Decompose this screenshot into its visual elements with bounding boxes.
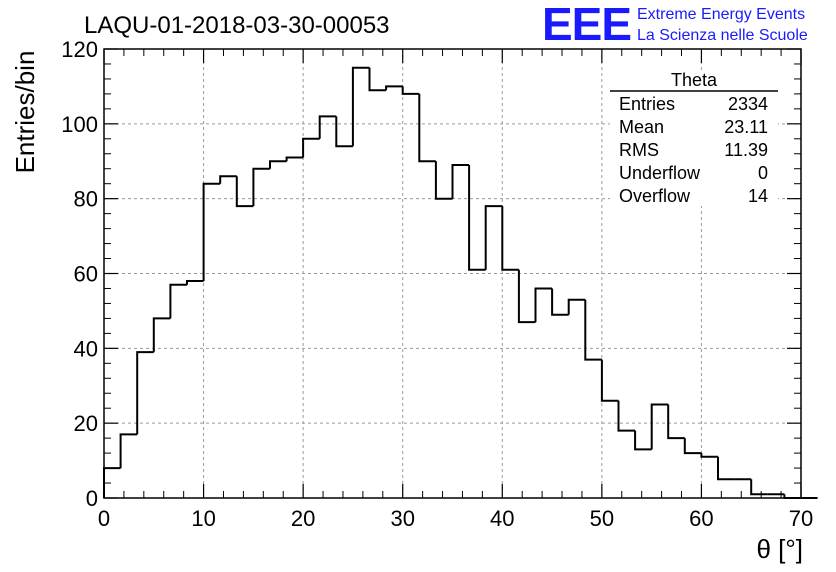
histogram-bin: [551, 288, 569, 316]
histogram-bin: [634, 430, 652, 451]
histogram-bin: [534, 287, 553, 323]
y-tick-label: 80: [74, 187, 98, 212]
histogram-bin: [501, 206, 519, 271]
logo-mark: EEE: [542, 0, 631, 50]
stat-label-underflow: Underflow: [619, 163, 701, 183]
histogram-bin: [650, 403, 669, 450]
stat-value-overflow: 14: [748, 186, 768, 206]
histogram-bin: [335, 116, 353, 148]
x-tick-labels: 0 10 20 30 40 50 60 70: [98, 506, 813, 531]
histogram-bin: [368, 67, 387, 92]
histogram-bin: [302, 137, 320, 158]
histogram-bin: [667, 404, 685, 440]
stat-value-rms: 11.39: [724, 140, 768, 160]
y-tick-label: 60: [74, 262, 98, 287]
histogram-bin: [285, 156, 304, 162]
y-tick-label: 40: [74, 336, 98, 361]
histogram-bin: [700, 453, 718, 458]
y-tick-label: 20: [74, 411, 98, 436]
histogram-bin: [186, 280, 204, 285]
histogram-bin: [617, 400, 636, 432]
histogram-bin: [451, 164, 470, 199]
histogram-bin: [600, 359, 619, 402]
histogram-bin: [434, 161, 453, 200]
x-axis-label: θ [°]: [756, 534, 803, 564]
histogram-bin: [269, 160, 287, 169]
logo-line-1: Extreme Energy Events: [637, 6, 805, 23]
histogram-bin: [119, 433, 138, 469]
stat-label-entries: Entries: [619, 94, 675, 114]
histogram-bin: [567, 298, 586, 315]
histogram-bin: [318, 115, 337, 139]
x-tick-label: 50: [590, 506, 614, 531]
eee-logo: EEE Extreme Energy Events La Scienza nel…: [542, 0, 808, 50]
histogram-bin: [750, 479, 768, 496]
histogram-bin: [202, 182, 221, 281]
histogram-bin: [401, 86, 420, 95]
stats-box: Theta Entries 2334 Mean 23.11 RMS 11.39 …: [610, 70, 778, 206]
y-tick-labels: 0 20 40 60 80 100 120: [61, 37, 98, 511]
histogram-bin: [152, 317, 171, 353]
x-tick-label: 60: [689, 506, 713, 531]
y-tick-label: 120: [61, 37, 98, 62]
histogram-bin: [136, 351, 154, 435]
x-tick-label: 0: [98, 506, 110, 531]
histogram-bin: [235, 176, 254, 208]
logo-line-2: La Scienza nelle Scuole: [637, 27, 808, 44]
histogram-bin: [219, 175, 237, 184]
chart-title: LAQU-01-2018-03-30-00053: [84, 12, 390, 39]
stat-value-entries: 2334: [728, 94, 768, 114]
x-tick-label: 40: [490, 506, 514, 531]
y-axis-label: Entries/bin: [10, 51, 40, 174]
histogram-bin: [683, 438, 702, 455]
histogram-bin: [484, 205, 503, 270]
x-tick-label: 70: [789, 506, 813, 531]
y-tick-label: 100: [61, 112, 98, 137]
histogram-bin: [169, 283, 187, 319]
histogram-bin: [351, 66, 370, 147]
stats-box-title: Theta: [671, 70, 718, 90]
x-tick-label: 20: [291, 506, 315, 531]
stat-label-mean: Mean: [619, 117, 664, 137]
stat-value-mean: 23.11: [724, 117, 768, 137]
x-tick-label: 30: [390, 506, 414, 531]
stats-box-background: [610, 70, 778, 206]
stat-label-overflow: Overflow: [619, 186, 691, 206]
histogram-bin: [385, 85, 403, 91]
histogram-bin: [468, 165, 486, 271]
histogram-bin: [717, 456, 735, 481]
histogram-bin: [517, 269, 536, 324]
histogram-bin: [418, 93, 436, 163]
stat-label-rms: RMS: [619, 140, 659, 160]
y-tick-label: 0: [86, 486, 98, 511]
plot-frame: [103, 48, 802, 499]
stat-value-underflow: 0: [758, 163, 768, 183]
x-tick-label: 10: [191, 506, 215, 531]
histogram-bin: [584, 299, 602, 361]
histogram-bin: [252, 167, 270, 207]
